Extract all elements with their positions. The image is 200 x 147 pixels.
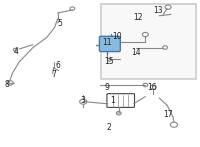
Circle shape xyxy=(116,111,121,115)
Text: 5: 5 xyxy=(57,19,62,28)
Text: 4: 4 xyxy=(14,47,19,56)
Text: 12: 12 xyxy=(133,14,142,22)
Text: 7: 7 xyxy=(51,70,56,79)
FancyBboxPatch shape xyxy=(107,94,135,107)
Text: 11: 11 xyxy=(102,38,112,47)
Text: 14: 14 xyxy=(132,48,141,57)
Text: 16: 16 xyxy=(147,83,157,92)
FancyBboxPatch shape xyxy=(99,36,120,52)
Text: 13: 13 xyxy=(153,6,163,15)
Text: 6: 6 xyxy=(55,61,60,70)
Text: 9: 9 xyxy=(104,83,109,92)
Text: 10: 10 xyxy=(112,32,122,41)
Text: 17: 17 xyxy=(163,110,173,119)
Text: 3: 3 xyxy=(81,96,86,105)
Text: 2: 2 xyxy=(107,123,111,132)
Text: 8: 8 xyxy=(5,80,10,89)
Text: 1: 1 xyxy=(110,96,115,105)
Bar xyxy=(101,4,196,79)
Text: 15: 15 xyxy=(104,57,114,66)
